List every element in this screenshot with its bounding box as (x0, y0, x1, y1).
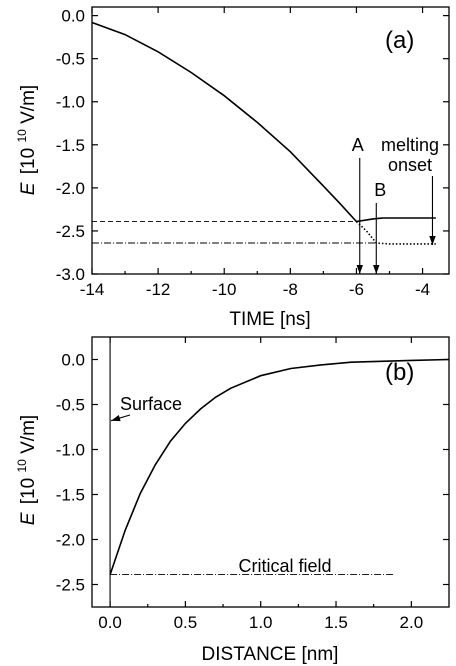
surface-label: Surface (120, 394, 182, 414)
panel-a-x-tick-label: -8 (283, 280, 298, 299)
marker-b-arrow-head (373, 265, 380, 274)
marker-melting-label: melting (381, 135, 439, 155)
panel-b-y-tick-label: -2.0 (56, 531, 85, 550)
panel-a-label: (a) (385, 27, 414, 54)
panel-a-y-axis-title: E [10 10 V/m] (10, 85, 39, 195)
y-axis-symbol: E (18, 512, 39, 525)
y-axis-exponent: 10 (15, 459, 29, 473)
panel-a-ticks: -14 -12 -10 -8 -6 -4 0.0 -0.5 -1.0 -1.5 -2.0 -2.5 -3… (56, 7, 449, 299)
svg-text:E [10 10: E [10 10 V/m] (10, 85, 39, 195)
panel-b-ticks: 0.0 0.5 1.0 1.5 2.0 0.0 -0.5 -1.0 -1.5 -2.0 -2.5 (56, 337, 449, 632)
panel-a: (a) E [10 10 V/m] TIME [ns] -14 -12 -10 -8-… (10, 6, 450, 330)
panel-a-reference-lines (92, 221, 377, 244)
y-axis-exponent: 10 (15, 129, 29, 143)
y-axis-tail: V/m] (18, 415, 39, 454)
panel-b-x-tick-label: 0.0 (98, 613, 122, 632)
panel-a-y-tick-label: 0.0 (61, 7, 85, 26)
panel-a-y-tick-label: -1.5 (56, 136, 85, 155)
marker-melting-label: onset (388, 155, 432, 175)
panel-a-x-tick-label: -4 (415, 280, 430, 299)
panel-a-x-tick-label: -6 (349, 280, 364, 299)
surface-arrow-head (111, 415, 121, 422)
panel-a-x-tick-label: -12 (146, 280, 171, 299)
panel-b-y-tick-label: -0.5 (56, 396, 85, 415)
panel-b: (b) E [10 10 V/m] DISTANCE [nm] 0.0 0.5 1.… (10, 336, 450, 665)
panel-b-y-axis-title: E [10 10 V/m] (10, 415, 39, 525)
panel-b-y-tick-label: -1.0 (56, 441, 85, 460)
critical-field-label: Critical field (238, 556, 331, 576)
panel-b-y-tick-label: -1.5 (56, 486, 85, 505)
marker-b-label: B (374, 180, 386, 200)
panel-b-label: (b) (385, 359, 414, 386)
panel-a-y-tick-label: -2.5 (56, 222, 85, 241)
panel-b-x-tick-label: 0.5 (174, 613, 198, 632)
panel-b-series (109, 358, 450, 575)
panel-a-series-dotted (355, 220, 436, 245)
panel-b-y-tick-label: 0.0 (61, 351, 85, 370)
panel-b-annotations: Surface Critical field (109, 337, 332, 607)
panel-a-y-tick-label: -0.5 (56, 50, 85, 69)
panel-b-x-tick-label: 1.0 (249, 613, 273, 632)
panel-a-series-solid (91, 21, 436, 223)
y-axis-unit: [10 (18, 148, 39, 174)
marker-a-label: A (352, 135, 364, 155)
panel-b-y-tick-label: -2.5 (56, 576, 85, 595)
panel-a-series (91, 21, 436, 245)
panel-a-frame (91, 6, 450, 275)
panel-a-y-tick-label: -2.0 (56, 179, 85, 198)
panel-a-x-axis-title: TIME [ns] (229, 309, 310, 330)
panel-a-y-tick-label: -3.0 (56, 265, 85, 284)
panel-a-y-tick-label: -1.0 (56, 93, 85, 112)
y-axis-tail: V/m] (18, 85, 39, 124)
panel-b-x-tick-label: 1.5 (324, 613, 348, 632)
y-axis-unit: [10 (18, 478, 39, 504)
panel-b-frame (91, 336, 450, 608)
marker-melting-arrow-head (429, 236, 436, 245)
panel-a-x-tick-label: -10 (212, 280, 237, 299)
svg-text:E [10 10: E [10 10 V/m] (10, 415, 39, 525)
marker-a-arrow-head (356, 265, 363, 274)
panel-b-x-tick-label: 2.0 (400, 613, 424, 632)
panel-b-series-solid (109, 358, 450, 575)
panel-b-x-axis-title: DISTANCE [nm] (202, 644, 339, 665)
panel-a-x-tick-label: -14 (80, 280, 105, 299)
y-axis-symbol: E (18, 182, 39, 195)
